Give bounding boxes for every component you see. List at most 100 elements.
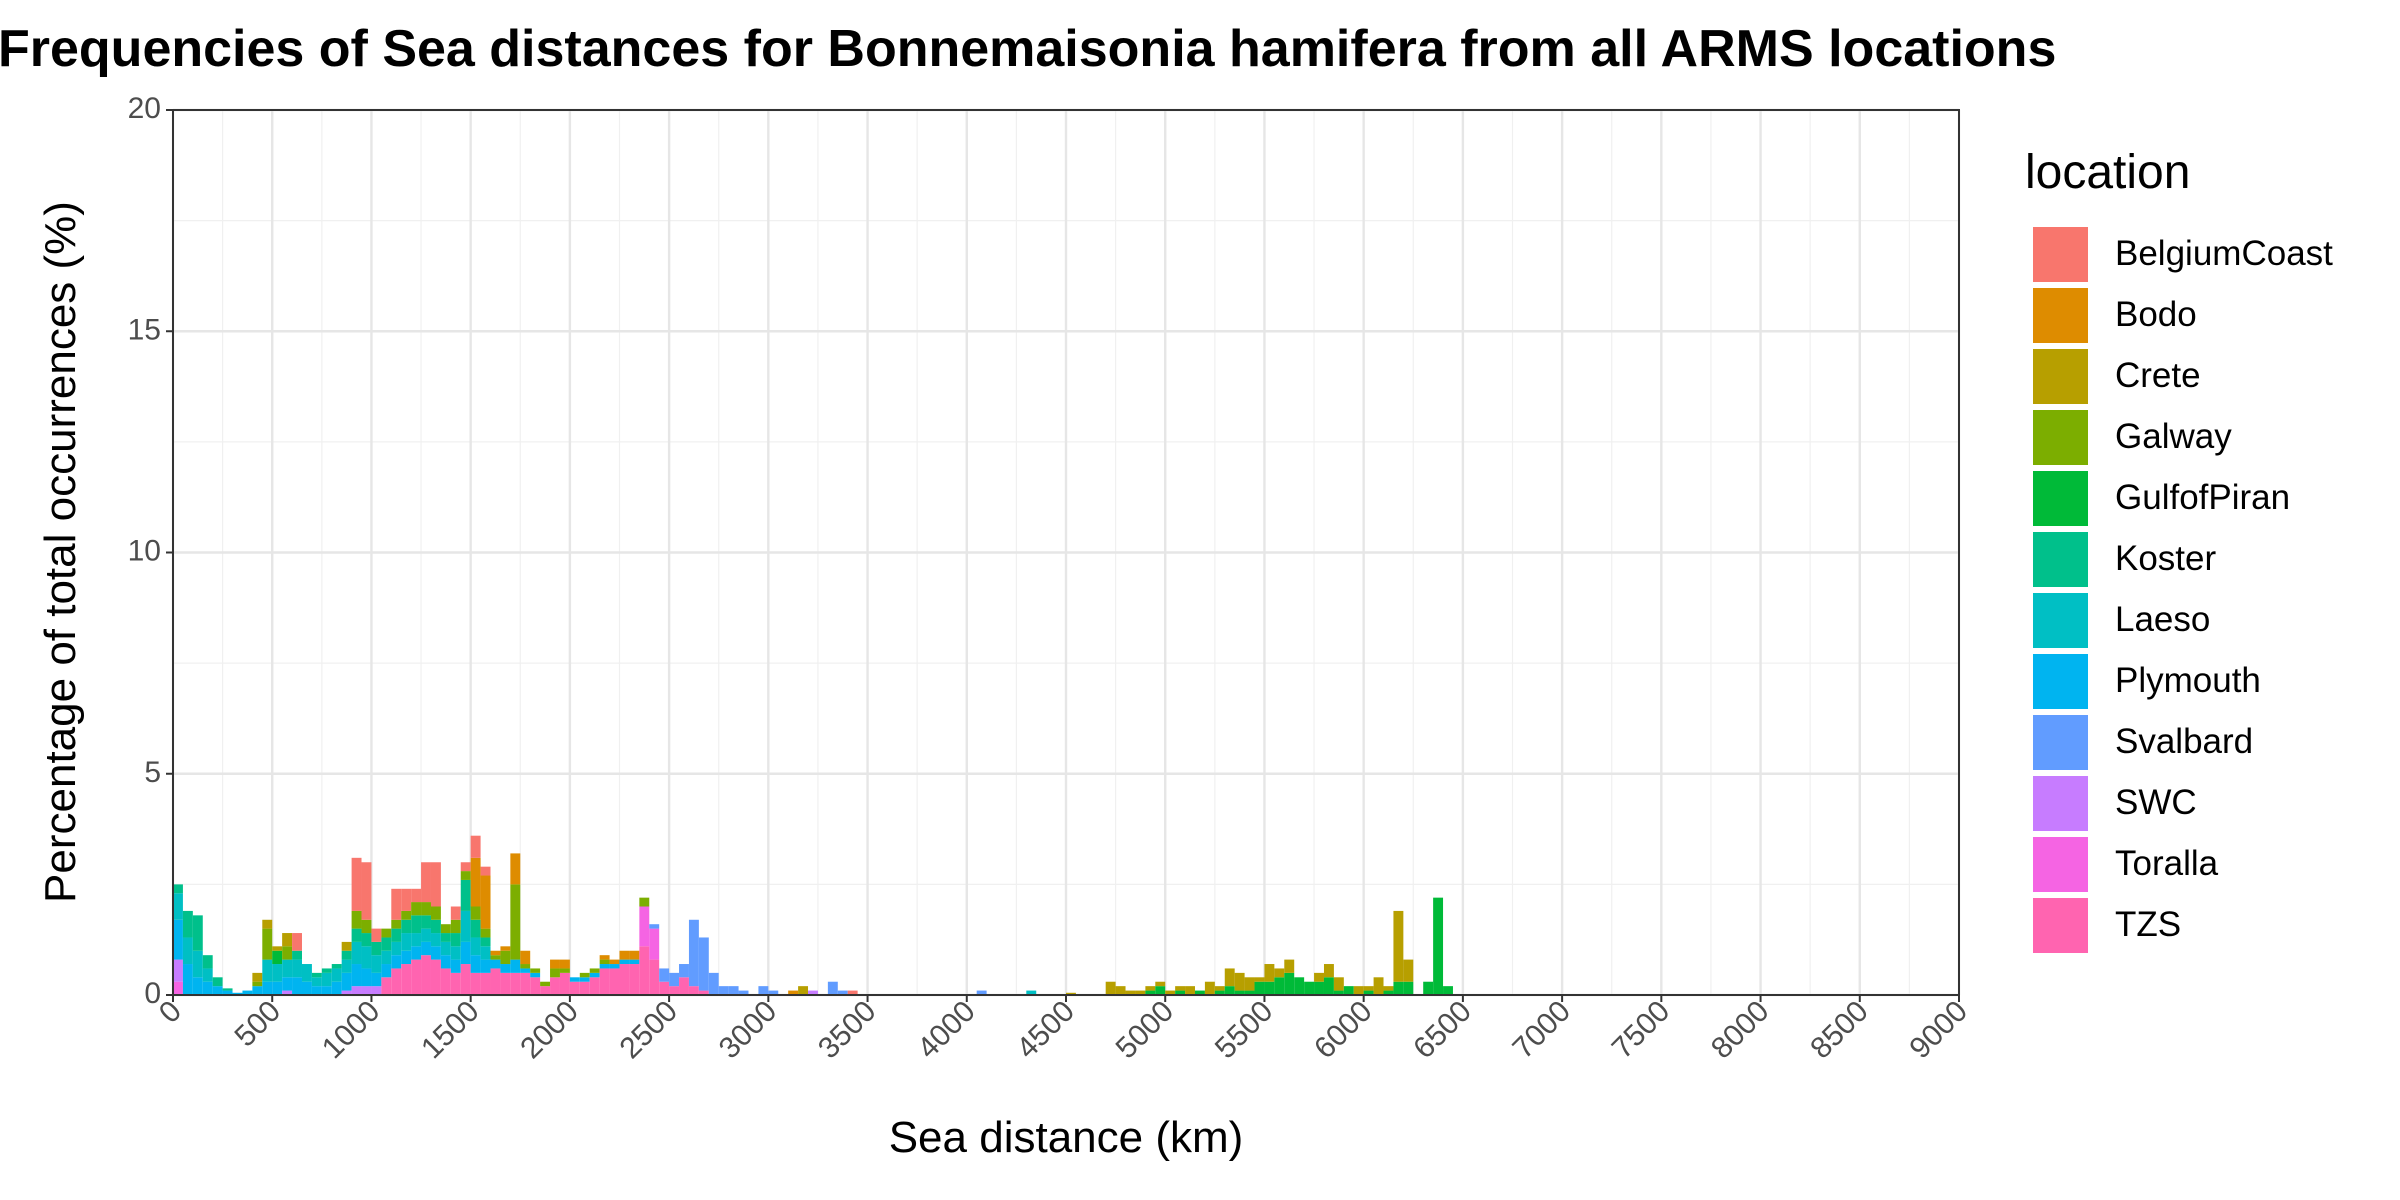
bar-segment-tzs	[569, 981, 580, 995]
bar-segment-tzs	[391, 968, 402, 995]
legend-key-crete	[2033, 349, 2088, 404]
bar-segment-crete	[1204, 981, 1215, 995]
bar-segment-tzs	[381, 977, 392, 995]
bar-segment-plymouth	[430, 946, 441, 960]
bar-segment-laeso	[371, 955, 382, 973]
bar-segment-swc	[282, 990, 293, 995]
bar-segment-svalbard	[659, 968, 670, 982]
bar-segment-koster	[391, 928, 402, 942]
legend-key-tzs	[2033, 898, 2088, 953]
bar-segment-gulfofpiran	[1234, 990, 1245, 995]
bar-segment-galway	[500, 950, 511, 965]
bar-segment-koster	[351, 928, 362, 942]
bar-segment-plymouth	[609, 964, 620, 969]
bar-segment-laeso	[1026, 990, 1037, 995]
bar-segment-galway	[262, 928, 273, 960]
bar-segment-tzs	[559, 972, 570, 995]
bar-segment-svalbard	[837, 990, 848, 995]
bar-segment-crete	[272, 946, 283, 951]
bar-segment-koster	[292, 950, 302, 960]
y-tick-label: 5	[144, 756, 161, 789]
bar-segment-belgiumcoast	[411, 888, 422, 903]
bar-segment-belgiumcoast	[460, 862, 471, 872]
bar-segment-koster	[450, 933, 461, 947]
bar-segment-plymouth	[391, 955, 402, 969]
legend-key-bodo	[2033, 288, 2088, 343]
bar-segment-galway	[460, 871, 471, 880]
bar-segment-gulfofpiran	[1264, 981, 1275, 995]
bar-segment-laeso	[361, 946, 372, 969]
x-tick-label: 5000	[1110, 995, 1181, 1066]
bar-segment-gulfofpiran	[1363, 990, 1374, 995]
bar-segment-galway	[401, 910, 412, 920]
bar-segment-tzs	[579, 981, 590, 995]
bar-segment-plymouth	[242, 990, 253, 995]
bar-segment-belgiumcoast	[292, 933, 302, 951]
y-axis-ticks: 0 5 10 15 20	[128, 92, 173, 1010]
bar-segment-tzs	[411, 959, 422, 995]
bar-segment-laeso	[401, 933, 412, 951]
bar-segment-plymouth	[361, 968, 372, 987]
y-tick-label: 15	[128, 313, 161, 346]
bar-segment-gulfofpiran	[1244, 990, 1255, 995]
bar-segment-tzs	[401, 964, 412, 995]
bar-segment-plymouth	[619, 959, 630, 965]
bar-segment-koster	[371, 941, 382, 956]
legend-label-crete: Crete	[2115, 356, 2201, 395]
bar-segment-swc	[371, 986, 382, 995]
bar-segment-galway	[599, 959, 610, 965]
bar-segment-plymouth	[262, 981, 273, 995]
bar-segment-plymouth	[381, 964, 392, 978]
bar-segment-tzs	[430, 959, 441, 995]
bar-segment-laeso	[182, 937, 193, 965]
bar-segment-laeso	[411, 933, 422, 947]
bar-segment-tzs	[629, 964, 640, 995]
bar-segment-tzs	[530, 977, 541, 995]
x-tick-label: 4000	[911, 995, 982, 1066]
bar-segment-laeso	[341, 959, 352, 973]
legend-title: location	[2025, 146, 2190, 199]
bar-segment-galway	[351, 910, 362, 929]
bar-segment-toralla	[639, 906, 650, 947]
bar-segment-galway	[559, 968, 570, 973]
legend-label-toralla: Toralla	[2115, 844, 2219, 883]
bar-segment-galway	[520, 964, 531, 969]
bar-segment-bodo	[490, 950, 501, 956]
bar-segment-crete	[1314, 972, 1324, 982]
bar-segment-crete	[1284, 959, 1295, 973]
bar-segment-koster	[421, 915, 431, 929]
bar-segment-galway	[381, 928, 392, 938]
bar-segment-plymouth	[311, 986, 322, 995]
bar-segment-koster	[470, 919, 481, 938]
x-axis-ticks: 0 500 1000 1500 2000 2500 3000 3500 4000 4500 5000…	[153, 995, 1974, 1066]
bar-segment-belgiumcoast	[391, 888, 402, 920]
bar-segment-belgiumcoast	[470, 835, 481, 858]
bar-segment-laeso	[351, 941, 362, 965]
bar-segment-toralla	[173, 981, 183, 995]
bar-segment-plymouth	[450, 959, 461, 973]
bar-segment-koster	[460, 879, 471, 911]
bar-segment-swc	[351, 986, 362, 995]
bar-segment-plymouth	[470, 955, 481, 973]
bar-segment-crete	[1175, 986, 1186, 991]
bar-segment-gulfofpiran	[1175, 990, 1186, 995]
bar-segment-koster	[401, 919, 412, 934]
bar-segment-gulfofpiran	[1433, 897, 1444, 995]
legend-key-svalbard	[2033, 715, 2088, 770]
bar-segment-crete	[1363, 986, 1374, 991]
legend-key-galway	[2033, 410, 2088, 465]
bar-segment-plymouth	[520, 968, 531, 973]
bar-segment-tzs	[440, 968, 451, 995]
bar-segment-gulfofpiran	[1393, 981, 1404, 995]
chart-title: Frequencies of Sea distances for Bonnema…	[0, 20, 2056, 78]
bar-segment-belgiumcoast	[847, 990, 858, 995]
bar-segment-svalbard	[976, 990, 987, 995]
bar-segment-koster	[173, 884, 183, 894]
bar-segment-crete	[1234, 972, 1245, 991]
legend-key-laeso	[2033, 593, 2088, 648]
bar-segment-svalbard	[708, 972, 719, 995]
bar-segment-bodo	[619, 950, 630, 960]
bar-segment-plymouth	[510, 959, 521, 973]
bar-segment-svalbard	[679, 964, 689, 978]
